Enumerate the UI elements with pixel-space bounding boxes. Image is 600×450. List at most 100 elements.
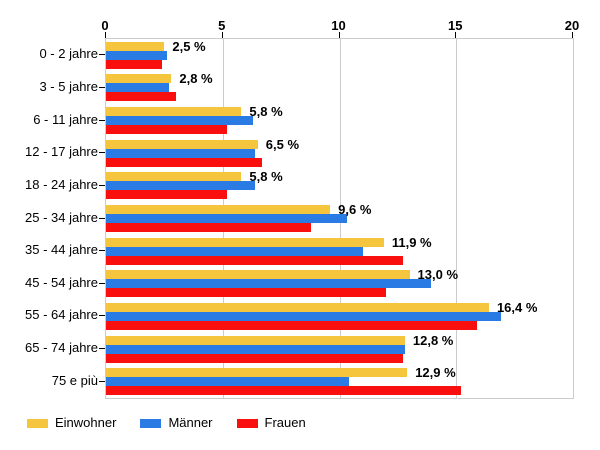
value-label: 6,5 % [265, 136, 300, 152]
gridline [456, 39, 458, 398]
y-tick-mark [99, 250, 105, 252]
bar-mnner [106, 311, 501, 321]
bar-frauen [106, 255, 403, 265]
bar-group: 12,9 % [106, 365, 573, 398]
category-label: 35 - 44 jahre [25, 242, 98, 258]
y-tick-mark [99, 217, 105, 219]
x-tick-label: 10 [331, 18, 346, 33]
bar-group: 11,9 % [106, 235, 573, 268]
x-tick-mark [221, 32, 223, 38]
value-label: 5,8 % [249, 169, 283, 185]
y-tick-mark [99, 119, 105, 121]
value-label: 12,8 % [412, 332, 454, 348]
bar-frauen [106, 288, 387, 298]
legend-swatch [140, 418, 162, 428]
bar-einwohner [106, 139, 258, 149]
bar-frauen [106, 190, 228, 200]
x-tick-label: 15 [448, 18, 463, 33]
x-tick-label: 5 [218, 18, 226, 33]
legend-label: Frauen [264, 415, 306, 430]
x-tick-label: 0 [101, 18, 109, 33]
legend-item-mnner: Männer [140, 415, 213, 430]
bar-einwohner [106, 204, 331, 214]
value-label: 13,0 % [417, 267, 459, 283]
bar-group: 2,8 % [106, 72, 573, 105]
category-label: 25 - 34 jahre [25, 209, 98, 225]
x-tick-mark [455, 32, 457, 38]
plot-area: 2,5 % 2,8 % 5,8 % 6,5 % 5,8 % 9,6 % 11,9 % 13,0… [105, 38, 574, 399]
category-label: 65 - 74 jahre [25, 340, 98, 356]
legend-swatch [27, 418, 48, 428]
bar-einwohner [106, 74, 172, 84]
bar-group: 5,8 % [106, 170, 573, 203]
y-tick-mark [99, 315, 105, 317]
value-label: 12,9 % [415, 365, 456, 381]
bar-group: 13,0 % [106, 267, 573, 300]
legend-item-frauen: Frauen [236, 415, 306, 430]
category-label: 75 e più [51, 372, 98, 388]
category-label: 55 - 64 jahre [25, 307, 98, 323]
x-tick-mark [572, 32, 573, 38]
category-label: 0 - 2 jahre [39, 46, 98, 62]
bar-frauen [106, 386, 461, 396]
legend-label: Einwohner [55, 415, 117, 430]
bar-frauen [106, 125, 228, 135]
bar-mnner [106, 116, 254, 126]
value-label: 9,6 % [338, 201, 372, 217]
x-tick-mark [105, 32, 106, 38]
value-label: 5,8 % [249, 104, 283, 120]
category-label: 12 - 17 jahre [25, 144, 98, 160]
bar-group: 12,8 % [106, 333, 573, 366]
bar-frauen [106, 320, 478, 330]
category-label: 3 - 5 jahre [39, 78, 98, 94]
legend-swatch [236, 418, 258, 428]
bar-group: 9,6 % [106, 202, 573, 235]
bar-einwohner [106, 368, 408, 378]
bar-group: 5,8 % [106, 104, 573, 137]
bar-einwohner [106, 335, 405, 345]
bar-mnner [106, 50, 167, 60]
bar-group: 16,4 % [106, 300, 573, 333]
bar-frauen [106, 353, 403, 363]
category-label: 45 - 54 jahre [25, 274, 98, 290]
bar-mnner [106, 181, 256, 191]
category-label: 18 - 24 jahre [25, 176, 98, 192]
y-tick-mark [99, 184, 105, 186]
bar-frauen [106, 92, 177, 102]
bar-einwohner [106, 107, 242, 117]
bar-mnner [106, 246, 363, 256]
y-tick-mark [99, 282, 105, 284]
x-tick-label: 20 [564, 18, 580, 33]
y-tick-mark [99, 348, 105, 350]
bar-mnner [106, 344, 405, 354]
value-label: 16,4 % [496, 299, 538, 315]
bar-einwohner [106, 172, 242, 182]
bar-frauen [106, 59, 163, 69]
y-tick-mark [99, 54, 105, 56]
legend: Einwohner Männer Frauen [27, 416, 330, 430]
legend-item-einwohner: Einwohner [27, 416, 116, 430]
category-label: 6 - 11 jahre [33, 111, 98, 127]
bar-einwohner [106, 270, 410, 280]
bar-frauen [106, 222, 312, 232]
bar-einwohner [106, 302, 489, 312]
bar-group: 6,5 % [106, 137, 573, 170]
y-tick-mark [99, 152, 105, 154]
value-label: 11,9 % [391, 234, 432, 250]
legend-label: Männer [168, 415, 213, 430]
value-label: 2,8 % [179, 71, 213, 87]
bar-mnner [106, 279, 431, 289]
y-tick-mark [99, 380, 105, 382]
bar-mnner [106, 83, 170, 93]
bar-group: 2,5 % [106, 39, 573, 72]
bar-mnner [106, 213, 347, 223]
x-tick-mark [338, 32, 340, 38]
y-tick-mark [99, 86, 105, 88]
bar-einwohner [106, 41, 165, 51]
bar-mnner [106, 377, 349, 387]
bar-frauen [106, 157, 263, 167]
value-label: 2,5 % [172, 38, 206, 54]
bar-mnner [106, 148, 256, 158]
bar-einwohner [106, 237, 384, 247]
